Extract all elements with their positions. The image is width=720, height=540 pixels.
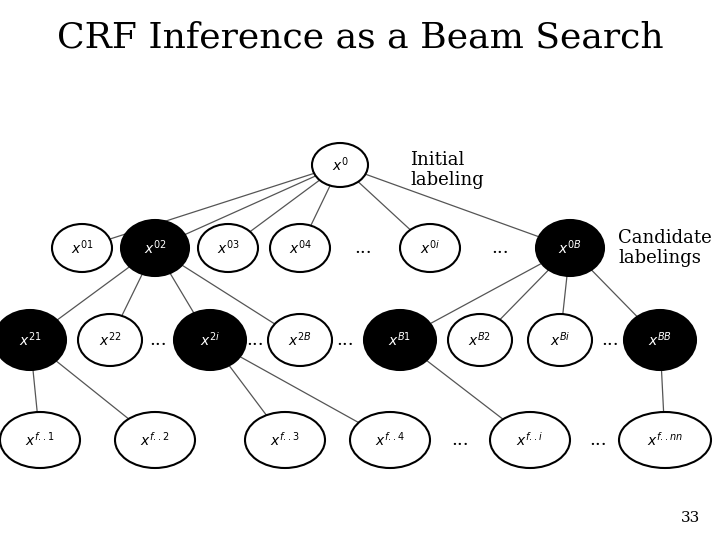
- Ellipse shape: [52, 224, 112, 272]
- Text: $x^{03}$: $x^{03}$: [217, 239, 239, 257]
- Text: $x^{02}$: $x^{02}$: [144, 239, 166, 257]
- Text: $x^{0i}$: $x^{0i}$: [420, 239, 440, 257]
- Text: $x^{BB}$: $x^{BB}$: [648, 330, 672, 349]
- Text: $x^{f..1}$: $x^{f..1}$: [25, 431, 55, 449]
- Ellipse shape: [121, 220, 189, 276]
- Text: $x^{Bi}$: $x^{Bi}$: [550, 331, 570, 349]
- Ellipse shape: [174, 310, 246, 370]
- Text: $x^0$: $x^0$: [332, 156, 348, 174]
- Text: $x^{01}$: $x^{01}$: [71, 239, 94, 257]
- Ellipse shape: [245, 412, 325, 468]
- Text: ...: ...: [589, 431, 607, 449]
- Ellipse shape: [115, 412, 195, 468]
- Text: $x^{f..4}$: $x^{f..4}$: [375, 431, 405, 449]
- Ellipse shape: [198, 224, 258, 272]
- Text: ...: ...: [354, 239, 372, 257]
- Ellipse shape: [400, 224, 460, 272]
- Text: $x^{f..3}$: $x^{f..3}$: [270, 431, 300, 449]
- Text: ...: ...: [336, 331, 354, 349]
- Text: $x^{2B}$: $x^{2B}$: [288, 330, 312, 349]
- Ellipse shape: [490, 412, 570, 468]
- Text: $x^{f..2}$: $x^{f..2}$: [140, 431, 170, 449]
- Text: ...: ...: [246, 331, 264, 349]
- Ellipse shape: [78, 314, 142, 366]
- Text: CRF Inference as a Beam Search: CRF Inference as a Beam Search: [57, 21, 663, 55]
- Text: $x^{B2}$: $x^{B2}$: [469, 330, 492, 349]
- Ellipse shape: [0, 412, 80, 468]
- Ellipse shape: [528, 314, 592, 366]
- Text: $x^{f..nn}$: $x^{f..nn}$: [647, 431, 683, 449]
- Text: ...: ...: [149, 331, 167, 349]
- Text: $x^{21}$: $x^{21}$: [19, 330, 41, 349]
- Ellipse shape: [624, 310, 696, 370]
- Text: $x^{04}$: $x^{04}$: [289, 239, 312, 257]
- Text: $x^{22}$: $x^{22}$: [99, 330, 121, 349]
- Ellipse shape: [312, 143, 368, 187]
- Ellipse shape: [0, 310, 66, 370]
- Text: $x^{0B}$: $x^{0B}$: [558, 239, 582, 257]
- Ellipse shape: [619, 412, 711, 468]
- Ellipse shape: [536, 220, 604, 276]
- Text: ...: ...: [451, 431, 469, 449]
- Text: ...: ...: [601, 331, 618, 349]
- Text: $x^{2i}$: $x^{2i}$: [200, 331, 220, 349]
- Text: Candidate
labelings: Candidate labelings: [618, 228, 712, 267]
- Ellipse shape: [268, 314, 332, 366]
- Ellipse shape: [448, 314, 512, 366]
- Ellipse shape: [364, 310, 436, 370]
- Text: 33: 33: [680, 511, 700, 525]
- Ellipse shape: [350, 412, 430, 468]
- Text: ...: ...: [491, 239, 509, 257]
- Text: $x^{B1}$: $x^{B1}$: [388, 330, 412, 349]
- Text: $x^{f..i}$: $x^{f..i}$: [516, 431, 544, 449]
- Ellipse shape: [270, 224, 330, 272]
- Text: Initial
labeling: Initial labeling: [410, 151, 484, 190]
